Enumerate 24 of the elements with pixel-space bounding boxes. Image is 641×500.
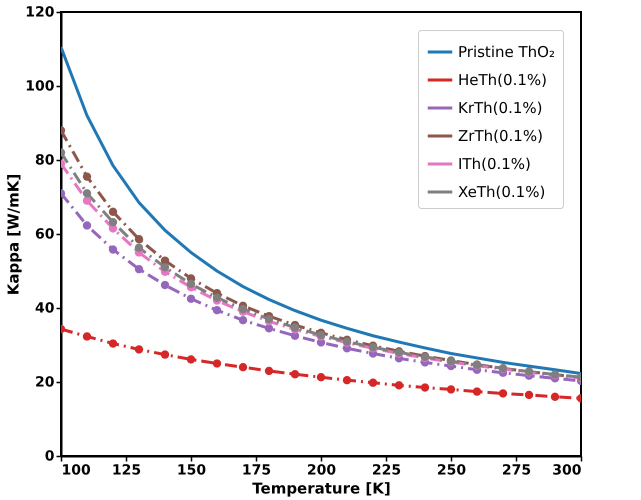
x-tick-label: 175 bbox=[242, 462, 272, 478]
y-tick-label: 60 bbox=[35, 226, 55, 242]
legend-label: XeTh(0.1%) bbox=[458, 183, 546, 201]
x-tick-label: 150 bbox=[176, 462, 206, 478]
y-tick-label: 0 bbox=[44, 448, 55, 464]
x-tick-label: 125 bbox=[112, 462, 142, 478]
y-tick-label: 120 bbox=[25, 4, 55, 20]
y-axis-title: Kappa [W/mK] bbox=[4, 174, 22, 296]
y-tick-label: 80 bbox=[35, 152, 55, 168]
x-tick-label: 200 bbox=[306, 462, 336, 478]
legend-label: ZrTh(0.1%) bbox=[458, 127, 543, 145]
x-tick-label: 225 bbox=[372, 462, 402, 478]
x-axis-title: Temperature [K] bbox=[252, 480, 391, 498]
y-tick-label: 20 bbox=[35, 374, 55, 390]
x-tick-label: 300 bbox=[552, 462, 582, 478]
x-tick-label: 275 bbox=[502, 462, 532, 478]
legend-label: Pristine ThO₂ bbox=[458, 43, 555, 61]
x-tick-label: 250 bbox=[436, 462, 466, 478]
legend-label: KrTh(0.1%) bbox=[458, 99, 542, 117]
legend-label: HeTh(0.1%) bbox=[458, 71, 547, 89]
x-tick-label: 100 bbox=[62, 462, 91, 478]
y-tick-label: 40 bbox=[35, 300, 55, 316]
y-tick-label: 100 bbox=[25, 78, 55, 94]
legend-label: ITh(0.1%) bbox=[458, 155, 531, 173]
